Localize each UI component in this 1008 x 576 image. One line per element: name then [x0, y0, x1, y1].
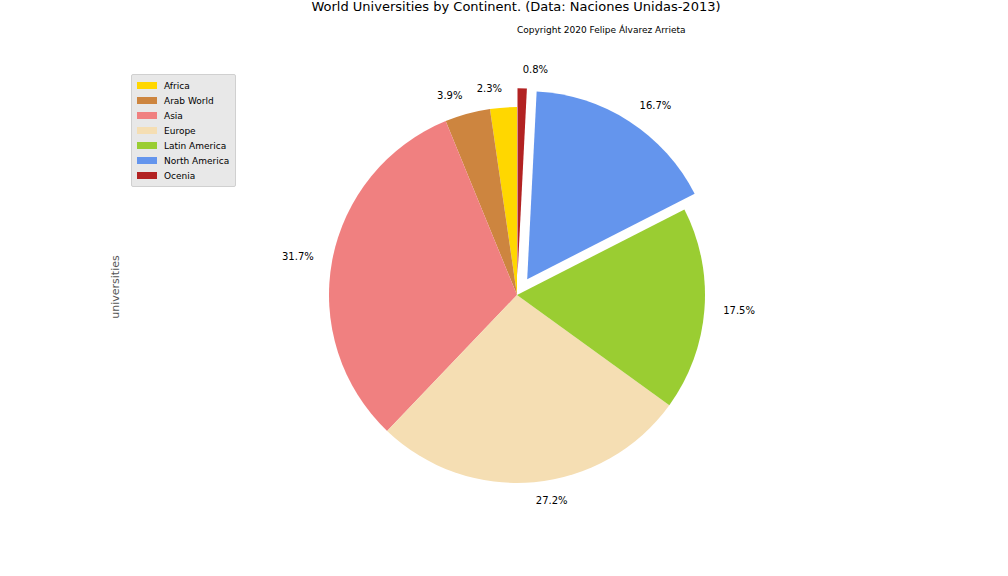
html-text:Arab World: Arab World	[164, 95, 214, 106]
svg-text:2.3%: 2.3%	[477, 83, 502, 94]
html-text:Ocenia: Ocenia	[164, 170, 196, 181]
svg-text:31.7%: 31.7%	[282, 251, 314, 262]
svg-text:16.7%: 16.7%	[640, 100, 672, 111]
html-text:Asia: Asia	[164, 110, 183, 121]
html-text:Copyright 2020 Felipe Álvarez: Copyright 2020 Felipe Álvarez Arrieta	[517, 25, 686, 35]
svg-text:0.8%: 0.8%	[523, 64, 548, 75]
svg-text:27.2%: 27.2%	[536, 495, 568, 506]
html-text:World Universities by Continen: World Universities by Continent. (Data: …	[311, 0, 721, 14]
html-text:North America: North America	[164, 155, 230, 166]
svg-text:3.9%: 3.9%	[437, 90, 462, 101]
html-text:universities: universities	[108, 255, 122, 319]
html-text:Latin America: Latin America	[164, 140, 227, 151]
html-text:Africa: Africa	[164, 80, 190, 91]
svg-text:17.5%: 17.5%	[723, 305, 755, 316]
html-text:Europe: Europe	[164, 125, 196, 136]
